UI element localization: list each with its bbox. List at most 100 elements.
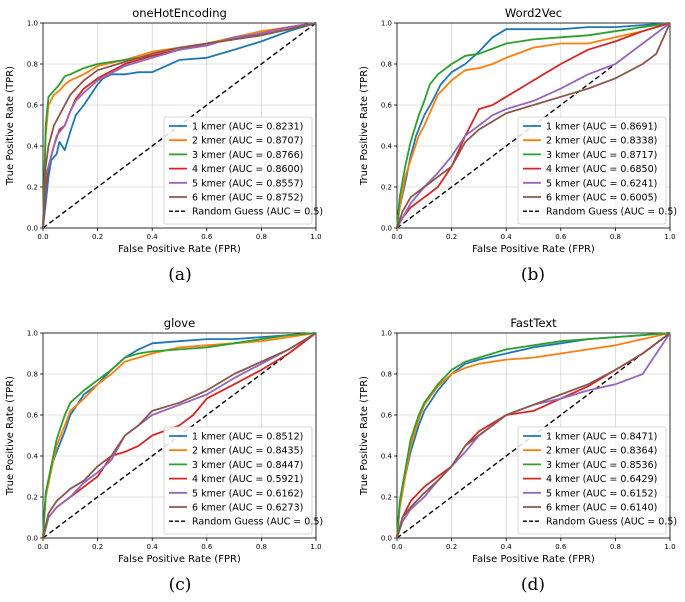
legend-entry-random: Random Guess (AUC = 0.5) (192, 517, 323, 528)
y-tick-label: 0.8 (381, 61, 392, 69)
legend-entry: 2 kmer (AUC = 0.8707) (192, 136, 303, 147)
chart-panel-4: FastText 0.00.0 0.2 0.2 0.4 0.4 0.6 0.6 0.8 0.8 1.… (359, 316, 677, 595)
chart-panel-2: Word2Vec 0.00.0 0.2 0.2 0.4 0.4 0.6 0.6 0.8 0.8 1.… (359, 6, 677, 285)
legend-entry: 6 kmer (AUC = 0.6273) (192, 503, 303, 514)
roc-curve-1-kmer (42, 22, 317, 229)
chart-title: Word2Vec (505, 6, 562, 20)
roc-curve-5-kmer (42, 22, 317, 229)
x-tick-label: 0.8 (256, 233, 267, 241)
legend-entry: 1 kmer (AUC = 0.8471) (546, 432, 657, 443)
x-tick-label: 0.6 (555, 233, 567, 241)
x-axis-label: False Positive Rate (FPR) (118, 244, 241, 255)
x-tick-label: 0.0 (391, 543, 402, 551)
y-tick-label: 0.8 (27, 61, 38, 69)
roc-curve-3-kmer (42, 332, 317, 539)
legend-entry: 3 kmer (AUC = 0.8717) (546, 150, 657, 161)
y-tick-label: 0.4 (27, 453, 39, 461)
panel-caption: (d) (521, 575, 545, 595)
x-tick-label: 0.6 (201, 233, 213, 241)
legend-entry: 5 kmer (AUC = 0.6162) (192, 488, 303, 499)
roc-curve-2-kmer (396, 332, 671, 539)
legend: 1 kmer (AUC = 0.8691) 2 kmer (AUC = 0.833… (517, 116, 677, 225)
chart-title: FastText (510, 316, 557, 330)
roc-curve-2-kmer (396, 22, 671, 229)
y-tick-label: 0.8 (381, 371, 392, 379)
y-tick-label: 0.2 (381, 184, 392, 192)
y-tick-label: 0.8 (27, 371, 38, 379)
legend: 1 kmer (AUC = 0.8471) 2 kmer (AUC = 0.836… (517, 426, 677, 535)
legend-entry: 1 kmer (AUC = 0.8691) (546, 122, 657, 133)
y-tick-label: 0.6 (27, 102, 39, 110)
y-tick-label: 0.4 (381, 143, 393, 151)
y-tick-label: 0.2 (27, 184, 38, 192)
x-tick-label: 0.6 (555, 543, 567, 551)
roc-curve-4-kmer (396, 22, 671, 229)
legend-entry: 2 kmer (AUC = 0.8338) (546, 136, 657, 147)
legend-entry-random: Random Guess (AUC = 0.5) (546, 207, 677, 218)
legend-entry: 4 kmer (AUC = 0.6429) (546, 474, 657, 485)
legend-entry: 2 kmer (AUC = 0.8435) (192, 446, 303, 457)
roc-curve-3-kmer (396, 332, 671, 539)
legend-box (163, 426, 313, 535)
legend-box (163, 116, 313, 225)
y-axis-label: True Positive Rate (TPR) (5, 66, 16, 186)
y-tick-label: 0.0 (381, 535, 392, 543)
y-tick-label: 0.4 (381, 453, 393, 461)
x-tick-label: 0.4 (147, 233, 159, 241)
roc-curve-6-kmer (42, 22, 317, 229)
panel-caption: (b) (521, 265, 545, 285)
roc-curve-3-kmer (396, 22, 671, 229)
y-tick-label: 0.6 (27, 412, 39, 420)
roc-curve-5-kmer (396, 22, 671, 229)
legend-entry: 3 kmer (AUC = 0.8536) (546, 460, 657, 471)
x-tick-label: 0.0 (37, 233, 48, 241)
roc-curve-6-kmer (396, 22, 671, 229)
x-tick-label: 0.8 (610, 543, 621, 551)
y-tick-label: 0.4 (27, 143, 39, 151)
x-tick-label: 1.0 (664, 543, 675, 551)
y-axis-label: True Positive Rate (TPR) (359, 376, 370, 496)
plot-frame (42, 332, 317, 539)
legend-box (517, 426, 667, 535)
x-tick-label: 0.8 (256, 543, 267, 551)
x-tick-label: 1.0 (664, 233, 675, 241)
legend-entry-random: Random Guess (AUC = 0.5) (192, 207, 323, 218)
panel-caption: (a) (168, 265, 191, 285)
legend-entry-random: Random Guess (AUC = 0.5) (546, 517, 677, 528)
x-tick-label: 0.6 (201, 543, 213, 551)
x-tick-label: 1.0 (310, 543, 321, 551)
x-tick-label: 1.0 (310, 233, 321, 241)
legend-entry: 6 kmer (AUC = 0.6005) (546, 193, 657, 204)
legend-entry: 4 kmer (AUC = 0.8600) (192, 164, 303, 175)
y-tick-label: 0.2 (381, 494, 392, 502)
chart-title: glove (164, 316, 195, 330)
legend-entry: 1 kmer (AUC = 0.8231) (192, 122, 303, 133)
x-tick-label: 0.4 (501, 233, 513, 241)
x-tick-label: 0.4 (147, 543, 159, 551)
y-tick-label: 1.0 (381, 20, 392, 28)
y-axis-label: True Positive Rate (TPR) (5, 376, 16, 496)
legend-entry: 6 kmer (AUC = 0.6140) (546, 503, 657, 514)
chart-panel-3: glove 0.00.0 0.2 0.2 0.4 0.4 0.6 0.6 0.8 0.8 1.0 1.… (5, 316, 323, 595)
legend: 1 kmer (AUC = 0.8512) 2 kmer (AUC = 0.843… (163, 426, 323, 535)
legend-entry: 1 kmer (AUC = 0.8512) (192, 432, 303, 443)
y-tick-label: 1.0 (27, 20, 38, 28)
plot-frame (396, 332, 671, 539)
legend-entry: 5 kmer (AUC = 0.8557) (192, 178, 303, 189)
legend-entry: 3 kmer (AUC = 0.8447) (192, 460, 303, 471)
y-tick-label: 0.6 (381, 102, 393, 110)
legend-entry: 3 kmer (AUC = 0.8766) (192, 150, 303, 161)
x-tick-label: 0.0 (37, 543, 48, 551)
legend-entry: 2 kmer (AUC = 0.8364) (546, 446, 657, 457)
x-axis-label: False Positive Rate (FPR) (118, 554, 241, 565)
x-tick-label: 0.0 (391, 233, 402, 241)
legend-entry: 6 kmer (AUC = 0.8752) (192, 193, 303, 204)
plot-frame (42, 22, 317, 229)
panel-caption: (c) (169, 575, 192, 595)
y-tick-label: 0.2 (27, 494, 38, 502)
y-tick-label: 0.0 (27, 535, 38, 543)
x-tick-label: 0.2 (446, 543, 457, 551)
legend-entry: 5 kmer (AUC = 0.6152) (546, 488, 657, 499)
x-axis-label: False Positive Rate (FPR) (472, 554, 595, 565)
